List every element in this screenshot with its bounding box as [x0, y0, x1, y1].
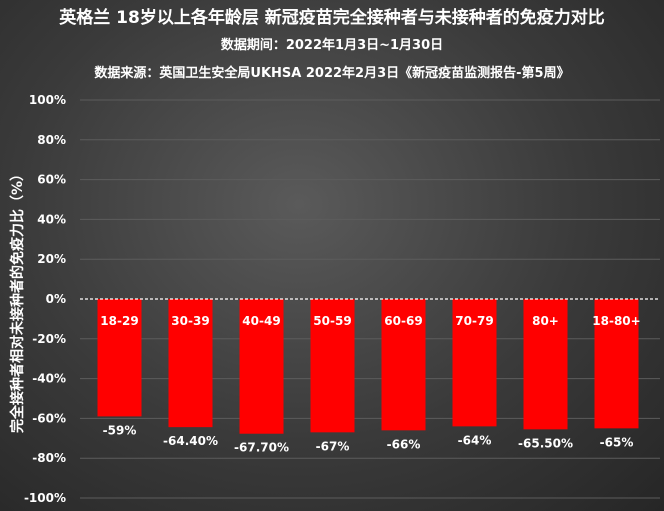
- category-label: 30-39: [171, 314, 209, 328]
- y-axis-label: 完全接种者相对未接种者的免疫力比（%）: [9, 167, 26, 433]
- category-label: 70-79: [455, 314, 493, 328]
- y-tick-label: -100%: [24, 491, 66, 505]
- category-label: 18-80+: [592, 314, 640, 328]
- bar: [310, 299, 355, 433]
- data-label: -67%: [316, 439, 350, 453]
- bar: [239, 299, 284, 434]
- data-label: -65%: [600, 435, 634, 449]
- category-label: 50-59: [313, 314, 351, 328]
- bar: [381, 299, 426, 431]
- bar: [168, 299, 213, 428]
- bar: [97, 299, 142, 417]
- y-tick-label: -20%: [32, 332, 66, 346]
- data-label: -59%: [103, 423, 137, 437]
- y-tick-label: -40%: [32, 372, 66, 386]
- y-tick-label: 40%: [37, 212, 66, 226]
- y-tick-label: 80%: [37, 133, 66, 147]
- category-label: 40-49: [242, 314, 280, 328]
- y-tick-label: 100%: [29, 93, 66, 107]
- chart-title: 英格兰 18岁以上各年龄层 新冠疫苗完全接种者与未接种者的免疫力对比: [59, 7, 605, 28]
- data-label: -66%: [387, 437, 421, 451]
- category-label: 60-69: [384, 314, 422, 328]
- y-tick-label: -80%: [32, 451, 66, 465]
- category-label: 80+: [532, 314, 559, 328]
- y-tick-label: 20%: [37, 252, 66, 266]
- data-label: -65.50%: [518, 436, 573, 450]
- y-tick-label: 0%: [46, 292, 66, 306]
- category-label: 18-29: [100, 314, 138, 328]
- y-tick-label: 60%: [37, 173, 66, 187]
- bar: [523, 299, 568, 430]
- data-label: -67.70%: [234, 441, 289, 455]
- plot-area: 100% 80% 60% 40% 20% 0% -20% -40% -60% -80% -100% 1…: [24, 93, 660, 505]
- bar: [594, 299, 639, 429]
- data-label: -64.40%: [163, 434, 218, 448]
- bar: [452, 299, 497, 427]
- chart-subtitle-source: 数据来源：英国卫生安全局UKHSA 2022年2月3日《新冠疫苗监测报告-第5周…: [94, 65, 569, 81]
- data-label: -64%: [458, 433, 492, 447]
- y-tick-label: -60%: [32, 411, 66, 425]
- chart-subtitle-period: 数据期间：2022年1月3日~1月30日: [221, 37, 443, 53]
